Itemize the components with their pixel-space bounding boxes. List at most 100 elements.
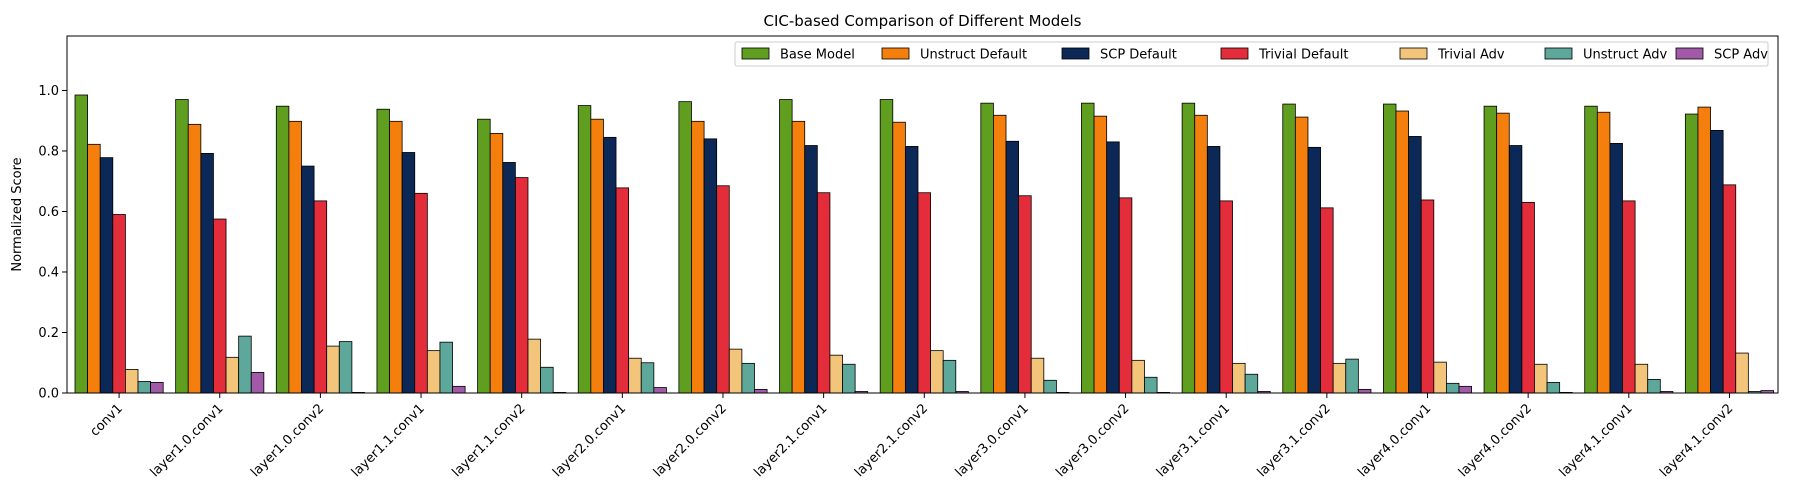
bar-base-model-layer1-0-conv2 bbox=[275, 105, 290, 394]
bar-scp-default-layer2-0-conv1 bbox=[603, 136, 617, 394]
bar-base-model-layer1-1-conv2 bbox=[477, 118, 491, 394]
bar-unstruct-adv-layer4-1-conv1 bbox=[1647, 378, 1661, 394]
bar-unstruct-adv-layer1-1-conv1 bbox=[439, 341, 453, 394]
bar-base-model-layer4-0-conv1 bbox=[1383, 103, 1397, 394]
bar-trivial-adv-layer1-1-conv1 bbox=[426, 350, 441, 394]
bar-base-model-layer3-0-conv1 bbox=[980, 102, 994, 394]
bar-unstruct-adv-layer3-1-conv2 bbox=[1345, 358, 1359, 394]
bar-base-model-layer4-0-conv2 bbox=[1483, 105, 1498, 394]
x-tick-label: layer2.1.conv2 bbox=[852, 401, 931, 480]
y-tick-label: 0.8 bbox=[38, 144, 59, 159]
x-tick-label: layer4.1.conv2 bbox=[1657, 401, 1736, 480]
x-tick-label: layer3.0.conv2 bbox=[1053, 401, 1132, 480]
bar-trivial-default-conv1 bbox=[112, 214, 126, 394]
bar-scp-adv-layer1-0-conv1 bbox=[250, 372, 265, 394]
bar-trivial-adv-layer1-1-conv2 bbox=[527, 338, 541, 394]
x-tick-label: layer1.1.conv1 bbox=[349, 401, 428, 480]
bar-unstruct-adv-layer1-0-conv1 bbox=[238, 335, 252, 394]
bar-unstruct-default-layer3-0-conv2 bbox=[1093, 115, 1108, 394]
bar-scp-default-layer3-1-conv1 bbox=[1206, 146, 1221, 394]
bar-unstruct-adv-layer3-1-conv1 bbox=[1244, 373, 1259, 394]
bar-scp-default-layer3-0-conv2 bbox=[1106, 141, 1120, 394]
y-tick-label: 0.2 bbox=[38, 326, 59, 341]
bar-trivial-default-layer3-0-conv1 bbox=[1018, 195, 1032, 394]
bar-base-model-layer3-1-conv1 bbox=[1181, 102, 1196, 394]
bar-scp-adv-conv1 bbox=[150, 382, 164, 394]
bar-trivial-default-layer4-0-conv1 bbox=[1420, 199, 1435, 394]
chart-title: CIC-based Comparison of Different Models bbox=[764, 12, 1082, 30]
bar-trivial-default-layer2-1-conv1 bbox=[816, 192, 831, 394]
bar-trivial-adv-layer2-1-conv2 bbox=[930, 350, 944, 394]
bar-scp-default-layer4-1-conv1 bbox=[1609, 142, 1623, 394]
legend-label-scp-adv: SCP Adv bbox=[1714, 48, 1768, 63]
bar-unstruct-adv-layer1-0-conv2 bbox=[338, 341, 353, 394]
x-tick-label: layer2.1.conv1 bbox=[751, 401, 830, 480]
bar-scp-default-layer3-0-conv1 bbox=[1005, 140, 1020, 394]
bar-unstruct-adv-layer4-0-conv1 bbox=[1446, 382, 1460, 394]
y-tick-label: 0.4 bbox=[38, 265, 59, 280]
x-tick-label: layer1.0.conv2 bbox=[248, 401, 327, 480]
bar-unstruct-default-layer1-0-conv1 bbox=[187, 123, 202, 394]
bar-unstruct-default-layer3-0-conv1 bbox=[993, 114, 1007, 394]
legend-swatch-unstruct-default bbox=[881, 47, 910, 60]
bars-layer bbox=[74, 94, 1774, 394]
bar-base-model-layer4-1-conv1 bbox=[1584, 105, 1598, 394]
plot-frame bbox=[66, 35, 1779, 394]
bar-trivial-default-layer3-0-conv2 bbox=[1118, 197, 1133, 394]
bar-base-model-layer2-0-conv1 bbox=[577, 105, 592, 394]
legend-label-unstruct-adv: Unstruct Adv bbox=[1583, 48, 1668, 63]
bar-trivial-adv-layer3-1-conv1 bbox=[1232, 362, 1246, 394]
bar-scp-default-conv1 bbox=[99, 157, 114, 394]
bar-trivial-default-layer4-1-conv2 bbox=[1722, 184, 1737, 394]
bar-trivial-adv-layer1-0-conv1 bbox=[225, 356, 240, 394]
bar-unstruct-adv-layer3-0-conv2 bbox=[1144, 376, 1158, 394]
bar-base-model-layer3-0-conv2 bbox=[1081, 102, 1095, 394]
legend-label-trivial-adv: Trivial Adv bbox=[1437, 48, 1505, 63]
y-tick-label: 1.0 bbox=[38, 84, 59, 99]
x-tick-label: layer3.1.conv2 bbox=[1255, 401, 1334, 480]
bar-trivial-default-layer1-1-conv2 bbox=[514, 177, 529, 394]
bar-scp-adv-layer2-0-conv1 bbox=[653, 387, 667, 394]
bar-trivial-default-layer2-1-conv2 bbox=[917, 192, 931, 394]
y-axis-label: Normalized Score bbox=[10, 157, 25, 271]
bar-trivial-default-layer4-0-conv2 bbox=[1521, 201, 1535, 394]
bar-trivial-adv-layer4-0-conv2 bbox=[1534, 363, 1548, 394]
bar-unstruct-default-layer3-1-conv2 bbox=[1294, 116, 1309, 394]
bar-unstruct-default-layer4-1-conv1 bbox=[1596, 111, 1611, 394]
bar-unstruct-default-layer2-0-conv1 bbox=[590, 118, 604, 394]
bar-trivial-adv-layer3-0-conv2 bbox=[1131, 359, 1145, 394]
legend-label-scp-default: SCP Default bbox=[1100, 48, 1177, 63]
bar-unstruct-default-layer1-1-conv1 bbox=[389, 120, 403, 394]
bar-unstruct-adv-layer2-0-conv1 bbox=[640, 362, 655, 394]
bar-unstruct-adv-layer2-1-conv1 bbox=[842, 363, 856, 394]
bar-scp-default-layer1-0-conv2 bbox=[301, 165, 315, 394]
bar-base-model-layer1-1-conv1 bbox=[376, 108, 390, 394]
bar-trivial-adv-layer3-1-conv2 bbox=[1332, 362, 1347, 394]
x-tick-label: layer3.0.conv1 bbox=[953, 401, 1032, 480]
legend-label-unstruct-default: Unstruct Default bbox=[920, 48, 1027, 63]
bar-scp-adv-layer3-1-conv2 bbox=[1357, 388, 1372, 394]
legend-swatch-trivial-adv bbox=[1399, 47, 1428, 60]
legend-box bbox=[734, 41, 1769, 67]
x-tick-label: layer2.0.conv1 bbox=[550, 401, 629, 480]
bar-unstruct-default-layer3-1-conv1 bbox=[1194, 114, 1208, 394]
bar-unstruct-adv-layer1-1-conv2 bbox=[540, 366, 554, 394]
bar-unstruct-default-layer4-0-conv2 bbox=[1496, 112, 1510, 394]
y-tick-label: 0.6 bbox=[38, 205, 59, 220]
bar-scp-default-layer4-0-conv1 bbox=[1408, 136, 1422, 394]
bar-unstruct-adv-conv1 bbox=[137, 381, 152, 394]
bar-trivial-adv-layer2-0-conv2 bbox=[728, 348, 743, 394]
bar-unstruct-default-layer4-0-conv1 bbox=[1395, 110, 1410, 394]
bar-unstruct-default-conv1 bbox=[87, 143, 101, 394]
bar-unstruct-default-layer2-1-conv2 bbox=[892, 121, 906, 394]
bar-base-model-layer3-1-conv2 bbox=[1282, 103, 1296, 394]
bar-trivial-default-layer3-1-conv2 bbox=[1320, 207, 1334, 394]
bar-unstruct-default-layer1-1-conv2 bbox=[489, 133, 504, 394]
bar-trivial-default-layer2-0-conv1 bbox=[615, 187, 630, 394]
bar-base-model-layer2-0-conv2 bbox=[678, 101, 692, 394]
x-tick-label: layer3.1.conv1 bbox=[1154, 401, 1233, 480]
legend-label-base-model: Base Model bbox=[780, 48, 855, 63]
bar-trivial-default-layer1-0-conv2 bbox=[313, 200, 328, 394]
bar-scp-default-layer2-0-conv2 bbox=[703, 138, 718, 394]
